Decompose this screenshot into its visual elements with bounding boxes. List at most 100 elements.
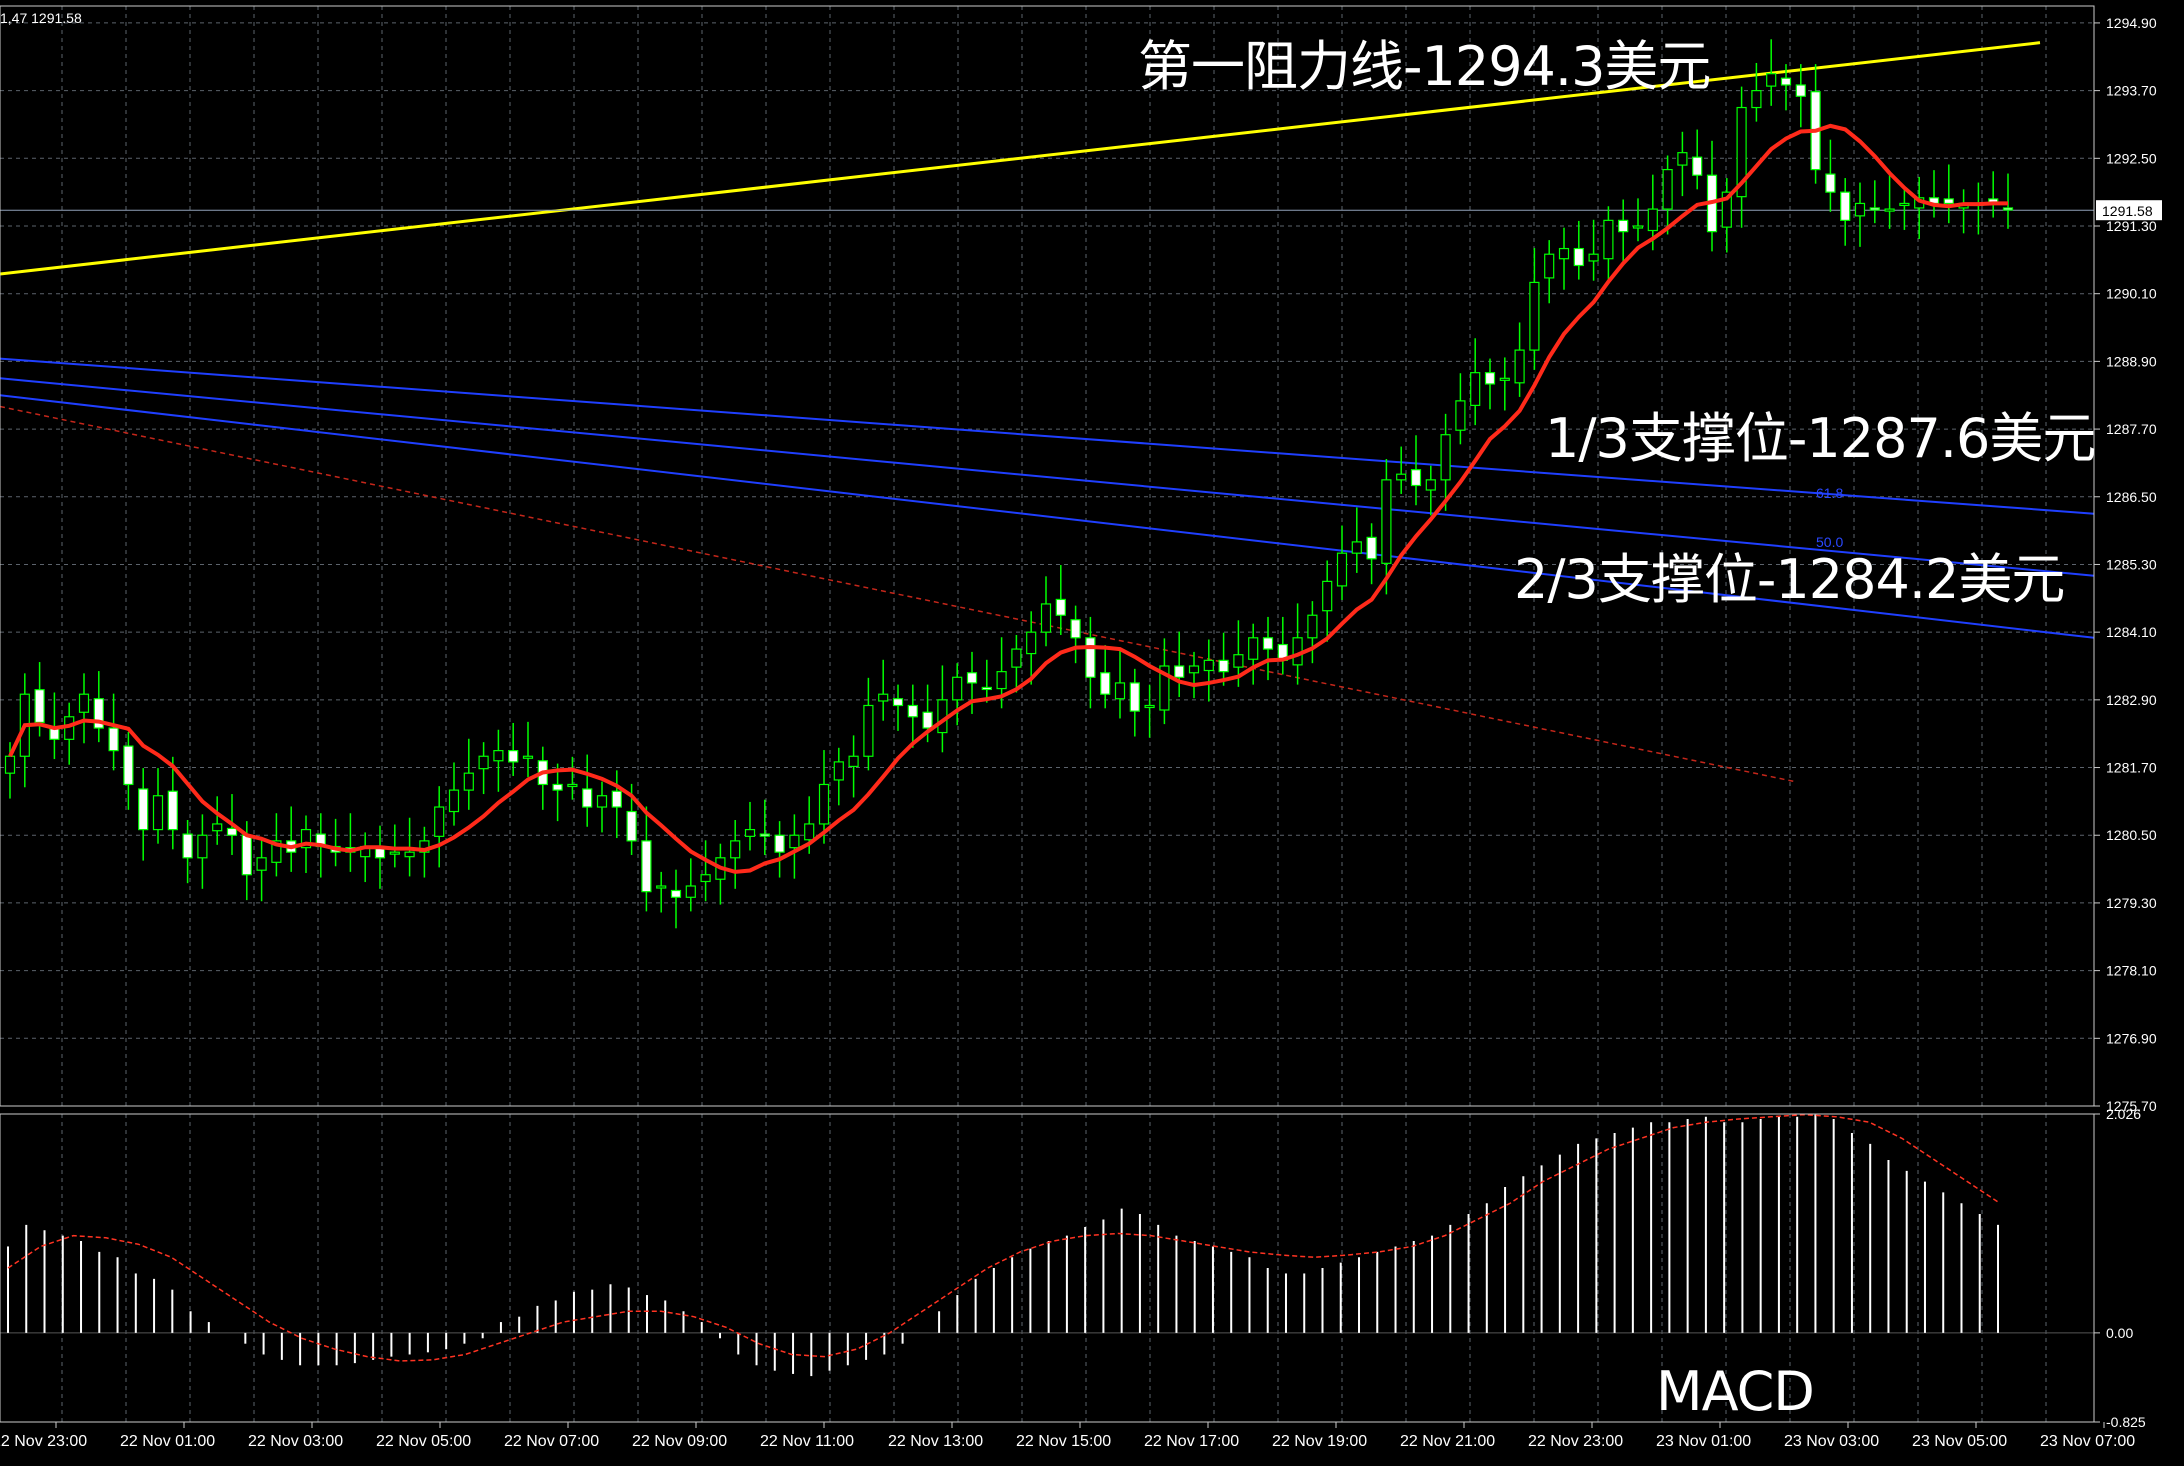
candle-body <box>685 885 696 898</box>
candle-body <box>804 823 815 841</box>
candle-body <box>626 810 637 842</box>
y-tick-label: 1275.70 <box>2106 1098 2157 1114</box>
candle-body <box>1780 77 1792 86</box>
x-tick-label: 22 Nov 17:00 <box>1144 1433 1239 1450</box>
candle-body <box>1366 536 1377 560</box>
candle-body <box>1203 659 1214 672</box>
x-tick-label: 22 Nov 21:00 <box>1400 1433 1495 1450</box>
candle-body <box>4 755 16 774</box>
candle-body <box>167 790 178 831</box>
candle-body <box>493 750 504 762</box>
candle-body <box>1854 202 1866 217</box>
candle-body <box>434 806 445 837</box>
y-tick-label: 1287.70 <box>2106 421 2157 437</box>
moving-average-path <box>8 123 2008 874</box>
candle-body <box>1677 152 1688 166</box>
y-tick-label: 1279.30 <box>2106 895 2157 911</box>
candle-body <box>182 833 193 859</box>
candle-body <box>789 834 800 849</box>
candle-body <box>300 828 312 849</box>
candle-body <box>1381 479 1392 564</box>
x-tick-label: 22 Nov 23:00 <box>0 1433 87 1450</box>
candle-body <box>1174 665 1185 678</box>
candle-body <box>1662 168 1673 210</box>
candle-body <box>1085 637 1096 678</box>
candle-body <box>463 772 474 791</box>
y-tick-label: 1288.90 <box>2106 353 2157 369</box>
candle-body <box>1795 84 1806 97</box>
candle-body <box>1159 665 1170 711</box>
y-tick-label: 1276.90 <box>2106 1030 2157 1046</box>
candle-body <box>197 834 208 859</box>
candle-body <box>404 851 415 858</box>
candle-body <box>1233 654 1244 668</box>
candle-body <box>611 790 622 808</box>
macd-y-tick-label: 2.026 <box>2106 1106 2141 1122</box>
candle-body <box>1943 198 1954 205</box>
y-tick-label: 1294.90 <box>2106 15 2157 31</box>
candle-body <box>567 783 578 788</box>
candle-body <box>271 840 282 863</box>
x-tick-label: 23 Nov 05:00 <box>1912 1433 2007 1450</box>
x-tick-label: 22 Nov 13:00 <box>888 1433 983 1450</box>
x-tick-label: 22 Nov 03:00 <box>248 1433 343 1450</box>
candle-body <box>863 704 874 757</box>
candle-body <box>1055 598 1066 616</box>
candle-body <box>937 699 948 734</box>
candle-body <box>656 885 667 889</box>
candle-body <box>700 874 711 883</box>
y-tick-label: 1291.30 <box>2106 218 2157 234</box>
candle-body <box>1218 659 1229 673</box>
price-panel-frame <box>0 5 2095 1107</box>
candle-body <box>108 727 119 752</box>
candle-body <box>833 761 844 781</box>
y-tick-label: 1278.10 <box>2106 963 2157 979</box>
x-tick-label: 22 Nov 09:00 <box>632 1433 727 1450</box>
x-tick-label: 22 Nov 01:00 <box>120 1433 215 1450</box>
candle-body <box>1840 191 1851 221</box>
candle-body <box>1040 603 1052 633</box>
candle-body <box>1603 219 1614 260</box>
candle-body <box>1588 253 1599 262</box>
fib-level-label: 50.0 <box>1816 534 1843 550</box>
candle-body <box>1618 219 1629 233</box>
candle-body <box>1736 106 1747 198</box>
candle-body <box>93 698 104 729</box>
candle-body <box>256 857 267 871</box>
candle-body <box>596 795 608 808</box>
candle-body <box>892 698 904 707</box>
y-tick-label: 1290.10 <box>2106 286 2157 302</box>
candle-body <box>78 693 90 713</box>
x-tick-label: 22 Nov 19:00 <box>1272 1433 1367 1450</box>
overlay-lines: 61.8 50.0 <box>0 41 2095 783</box>
candle-body <box>922 711 933 729</box>
candle-body <box>1558 247 1570 260</box>
candle-body <box>1144 704 1155 709</box>
candle-body <box>212 823 223 832</box>
candle-body <box>1129 682 1140 712</box>
candle-body <box>1070 619 1081 639</box>
macd-panel <box>0 1113 2094 1377</box>
support2-label: 2/3支撑位-1284.2美元 <box>1514 548 2065 611</box>
grid-lines <box>0 6 2094 1422</box>
macd-label: MACD <box>1656 1360 1815 1423</box>
fibonacci-channel-line <box>0 377 2095 577</box>
candle-body <box>670 889 682 898</box>
fib-level-label: 61.8 <box>1816 485 1843 501</box>
candle-body <box>730 840 741 859</box>
candle-body <box>1100 672 1111 695</box>
candle-body <box>1410 469 1422 487</box>
info-value: 1291.58 <box>31 10 82 26</box>
y-tick-label: 1292.50 <box>2106 150 2157 166</box>
candle-body <box>1751 90 1762 109</box>
x-tick-label: 23 Nov 03:00 <box>1784 1433 1879 1450</box>
candle-body <box>1899 202 1910 207</box>
candle-body <box>981 686 992 691</box>
candle-body <box>907 704 918 718</box>
current-price-tag-label: 1291.58 <box>2102 203 2153 219</box>
candle-body <box>744 828 756 837</box>
symbol-info: 1,47 1291.58 <box>0 10 82 26</box>
candle-body <box>226 827 238 836</box>
candle-body <box>1632 225 1644 229</box>
